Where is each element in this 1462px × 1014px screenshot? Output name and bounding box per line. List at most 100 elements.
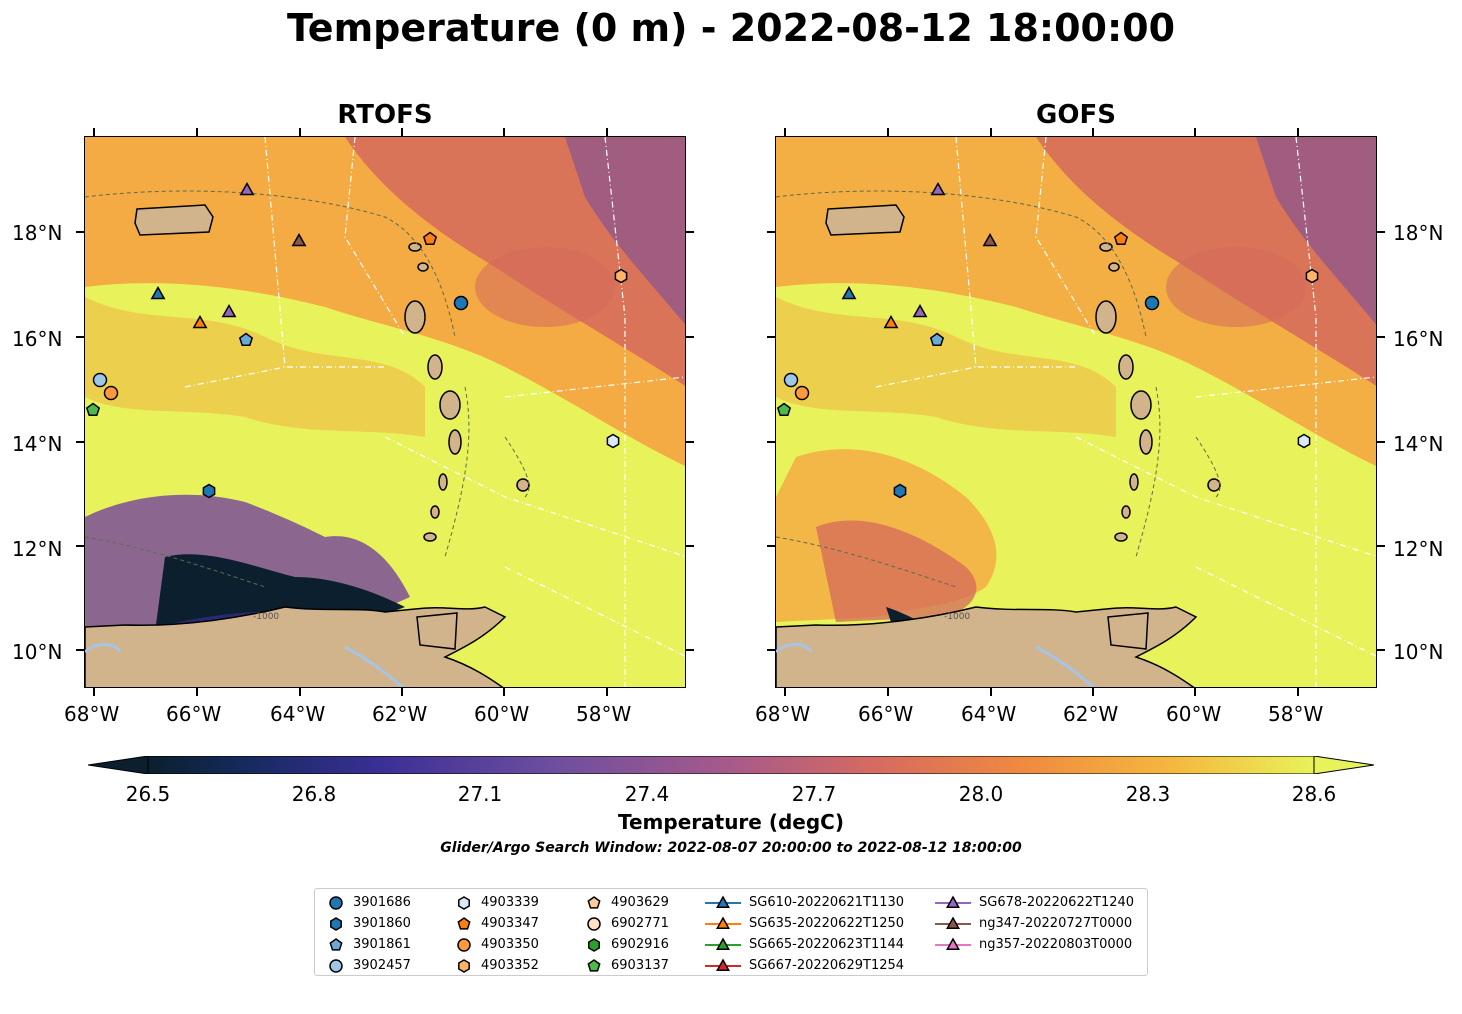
- legend-symbol: [458, 959, 470, 973]
- marker-6903137: [776, 402, 792, 417]
- marker-6903137: [85, 402, 101, 417]
- lat-label-18n: 18°N: [12, 221, 63, 245]
- land-island: [439, 390, 461, 420]
- bathymetry-contour: [504, 436, 530, 498]
- marker-4903350: [794, 385, 810, 401]
- colorbar-gradient: [147, 756, 1315, 774]
- legend-label: 6902771: [611, 916, 669, 931]
- marker-SG678-20220622T1240: [239, 181, 255, 196]
- lon-label-62w-right: 62°W: [1063, 702, 1119, 726]
- colorbar-tick: 27.4: [624, 782, 670, 806]
- legend-label: 4903350: [481, 937, 539, 952]
- colorbar-tick: 26.8: [291, 782, 337, 806]
- land-south-america: [85, 606, 507, 687]
- marker-SG635-20220622T1250: [192, 314, 208, 329]
- legend-symbol: [329, 959, 343, 973]
- bathymetry-contour: [85, 190, 456, 338]
- marker-3901686: [1144, 295, 1160, 311]
- lon-label-62w: 62°W: [372, 702, 428, 726]
- legend-marker: [329, 938, 343, 951]
- legend-marker: [330, 917, 342, 931]
- river: [1035, 645, 1096, 687]
- legend-symbol: [946, 895, 960, 908]
- marker-SG678-20220622T1240: [912, 303, 928, 318]
- legend-label: 3901686: [353, 895, 411, 910]
- legend-label: 3902457: [353, 958, 411, 973]
- marker-4903339: [1297, 433, 1311, 449]
- legend-symbol: [716, 895, 730, 908]
- legend-label: 4903629: [611, 895, 669, 910]
- legend-symbol: [716, 916, 730, 929]
- legend-label: SG678-20220622T1240: [979, 895, 1135, 910]
- marker-4903352: [614, 268, 628, 284]
- map-svg: -1000: [85, 137, 685, 687]
- legend-label: SG667-20220629T1254: [749, 958, 905, 973]
- river: [776, 643, 813, 654]
- legend-marker: [705, 916, 741, 929]
- marker-SG678-20220622T1240: [930, 181, 946, 196]
- colorbar-tick: 28.0: [958, 782, 1004, 806]
- marker-4903350: [103, 385, 119, 401]
- river: [344, 645, 405, 687]
- bathymetry-contour: [776, 536, 957, 588]
- colorbar-tick: 28.3: [1125, 782, 1171, 806]
- eez-boundary: [504, 376, 685, 398]
- land-island: [427, 354, 443, 380]
- bathymetry-contour: [1135, 386, 1161, 558]
- panel-title-gofs: GOFS: [1036, 100, 1116, 130]
- legend-symbol: [457, 917, 471, 930]
- legend-label: 4903339: [481, 895, 539, 910]
- legend-symbol: [329, 938, 343, 951]
- legend-marker: [588, 938, 600, 952]
- legend-label: 4903347: [481, 916, 539, 931]
- marker-3901861: [929, 332, 945, 347]
- legend-label: ng347-20220727T0000: [979, 916, 1133, 931]
- legend-marker: [457, 917, 471, 930]
- lon-label-58w-right: 58°W: [1268, 702, 1324, 726]
- legend-symbol: [946, 937, 960, 950]
- lat-label-12n-right: 12°N: [1393, 537, 1444, 561]
- legend-label: 6903137: [611, 958, 669, 973]
- lat-label-16n-right: 16°N: [1393, 327, 1444, 351]
- land-island: [1121, 505, 1131, 519]
- marker-3901861: [238, 332, 254, 347]
- legend-label: SG635-20220622T1250: [749, 916, 905, 931]
- eez-boundary: [1195, 566, 1376, 657]
- land-island: [430, 505, 440, 519]
- legend-symbol: [329, 896, 343, 910]
- legend-label: 3901860: [353, 916, 411, 931]
- lat-label-14n: 14°N: [12, 432, 63, 456]
- land-island: [404, 300, 426, 334]
- lat-label-18n-right: 18°N: [1393, 221, 1444, 245]
- sst-purple-region: [1256, 137, 1376, 325]
- legend-label: 4903352: [481, 958, 539, 973]
- map-panel-gofs: -1000: [775, 136, 1377, 688]
- panel-title-rtofs: RTOFS: [337, 100, 433, 130]
- marker-SG610-20220621T1130: [150, 285, 166, 300]
- legend-marker: [935, 916, 971, 929]
- marker-SG635-20220622T1250: [883, 314, 899, 329]
- land-island: [448, 429, 462, 455]
- land-island: [1118, 354, 1134, 380]
- legend: 3901686 3901860 3901861 3902457 4903339 49033…: [314, 888, 1148, 976]
- eez-boundary: [1195, 376, 1376, 398]
- land-island: [1099, 242, 1113, 252]
- river: [85, 643, 122, 654]
- colorbar-tick: 27.1: [457, 782, 503, 806]
- colorbar-min-arrow: [88, 756, 149, 774]
- map-svg: -1000: [776, 137, 1376, 687]
- contour-label: -1000: [944, 612, 970, 622]
- land-island: [1095, 300, 1117, 334]
- legend-label: 6902916: [611, 937, 669, 952]
- legend-symbol: [716, 958, 730, 971]
- search-window-text: Glider/Argo Search Window: 2022-08-07 20…: [440, 840, 1022, 856]
- legend-symbol: [587, 959, 601, 972]
- legend-marker: [458, 959, 470, 973]
- colorbar-tick: 27.7: [791, 782, 837, 806]
- eez-boundary: [344, 137, 406, 338]
- lon-label-66w: 66°W: [166, 702, 222, 726]
- legend-marker: [587, 959, 601, 972]
- marker-3901860: [202, 483, 216, 499]
- land-island: [1130, 390, 1152, 420]
- colorbar-tick: 26.5: [125, 782, 171, 806]
